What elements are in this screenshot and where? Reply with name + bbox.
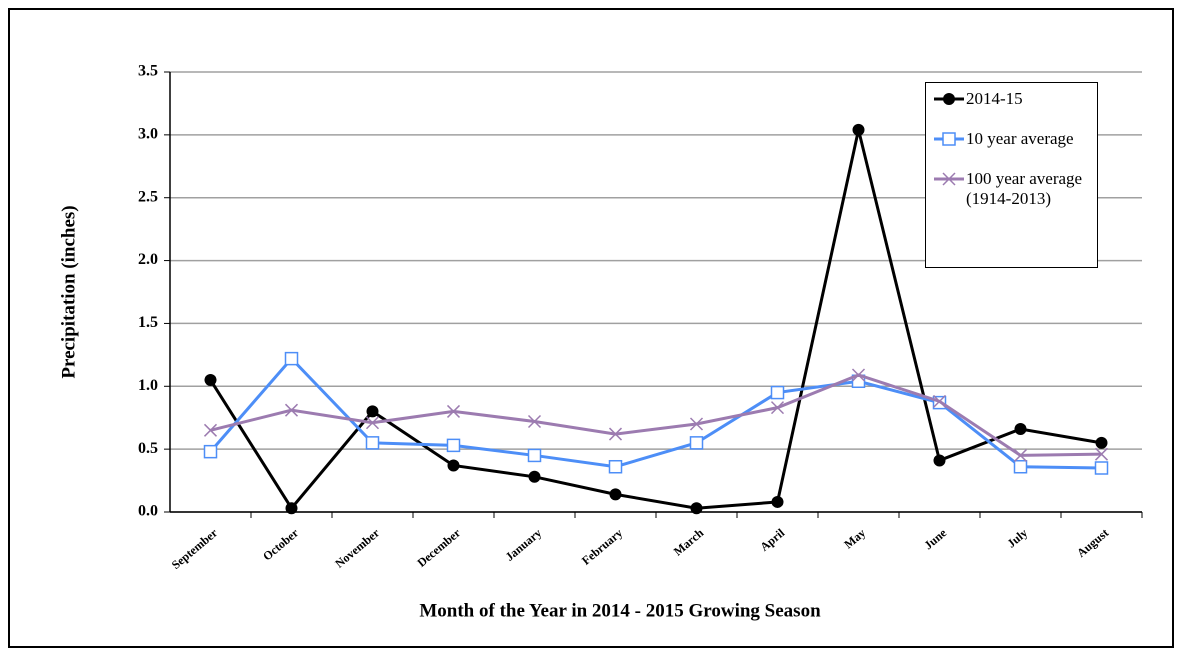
marker [284,351,299,366]
marker [932,394,947,408]
x-tick-label: October [260,525,302,563]
marker [690,502,703,515]
x-tick-label: July [1004,526,1030,551]
marker [852,123,865,136]
legend-label: 10 year average [966,129,1074,148]
marker [770,401,785,415]
marker [689,436,704,450]
marker [366,405,379,418]
y-tick-label: 3.5 [138,63,158,80]
legend-swatch [934,93,964,105]
x-tick-label: December [414,525,463,570]
marker [608,427,623,441]
marker [1014,423,1027,436]
series-line [210,373,1102,457]
marker [1095,436,1108,449]
marker [770,385,785,400]
y-tick-label: 0.0 [138,503,158,520]
marker [1094,461,1109,475]
marker [365,416,380,430]
x-tick-label: November [332,525,382,570]
y-tick-label: 1.0 [138,377,158,394]
legend-swatch [934,132,964,146]
x-tick-label: February [579,526,625,568]
legend-label: 2014-15 [966,89,1023,108]
marker [609,488,622,501]
marker [285,502,298,515]
x-axis-title: Month of the Year in 2014 - 2015 Growing… [419,600,821,621]
x-tick-label: March [671,525,707,558]
legend-item: 10 year average [932,129,1091,149]
legend-label: 100 year average (1914-2013) [966,169,1083,208]
legend-item: 100 year average (1914-2013) [932,169,1091,209]
x-tick-label: April [757,525,787,554]
marker [1094,447,1109,461]
marker [446,404,461,418]
marker [527,414,542,429]
marker [771,495,784,508]
marker [527,448,542,463]
marker [447,459,460,472]
y-tick-label: 2.0 [138,251,158,268]
marker [203,444,218,459]
marker [204,374,217,386]
x-tick-label: June [921,525,949,552]
y-tick-label: 3.0 [138,126,158,143]
marker [933,454,946,467]
marker [851,368,866,382]
x-tick-label: September [169,525,221,572]
x-tick-label: May [841,526,868,552]
marker [1013,459,1028,474]
y-tick-label: 1.5 [138,314,158,331]
series-line [209,356,1102,470]
marker [528,470,541,483]
legend: 2014-15 10 year average 100 year average (… [925,82,1098,268]
marker [203,423,218,437]
y-tick-label: 0.5 [138,440,158,457]
marker [284,403,299,417]
marker [943,93,955,105]
marker [365,436,380,450]
y-tick-label: 2.5 [138,188,158,205]
marker [689,417,704,431]
marker [942,132,956,146]
y-axis-title: Precipitation (inches) [58,205,79,378]
marker [446,438,461,453]
legend-swatch [934,172,964,186]
marker [1013,448,1028,462]
x-tick-label: August [1074,526,1111,560]
marker [942,172,956,186]
legend-item: 2014-15 [932,89,1091,109]
x-tick-label: January [502,526,544,564]
marker [608,459,623,474]
